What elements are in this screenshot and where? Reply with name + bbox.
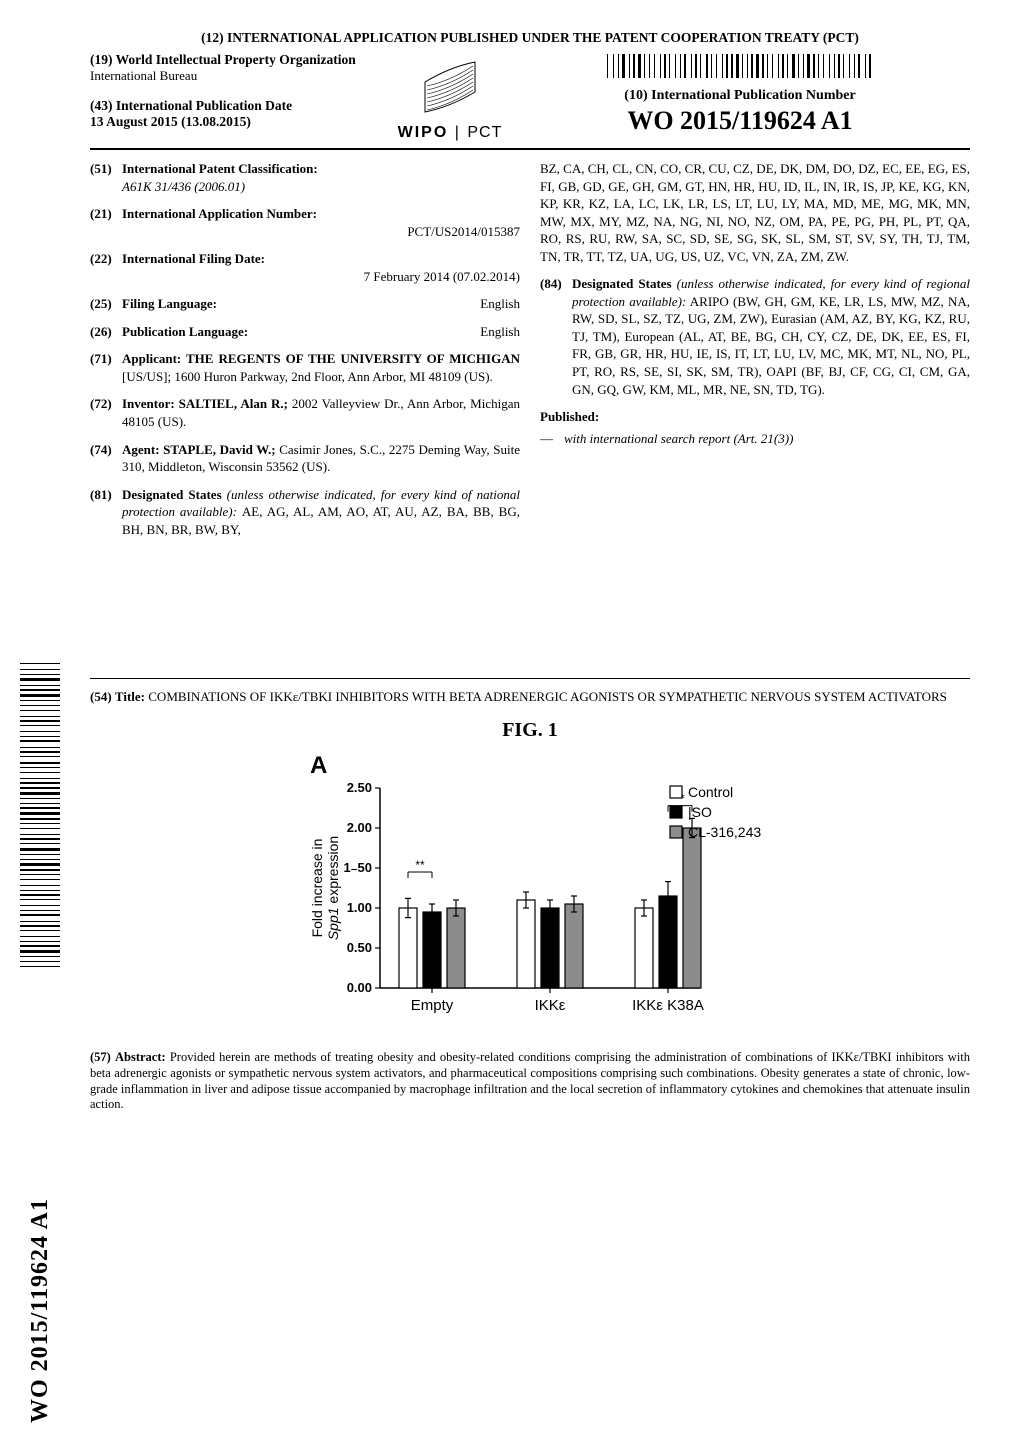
pubnum-value: WO 2015/119624 A1 xyxy=(510,106,970,136)
svg-text:2.50: 2.50 xyxy=(347,780,372,795)
org-name: World Intellectual Property Organization xyxy=(116,52,356,67)
field-content: Agent: STAPLE, David W.; Casimir Jones, … xyxy=(122,441,520,476)
bureau: International Bureau xyxy=(90,68,390,84)
field-content: International Patent Classification:A61K… xyxy=(122,160,520,195)
pubdate-value: 13 August 2015 (13.08.2015) xyxy=(90,114,390,130)
spine: WO 2015/119624 A1 xyxy=(10,663,70,1423)
svg-text:0.00: 0.00 xyxy=(347,980,372,995)
header-row: (19) World Intellectual Property Organiz… xyxy=(90,52,970,150)
abstract-block: (57) Abstract: Provided herein are metho… xyxy=(90,1050,970,1113)
title-text: COMBINATIONS OF IKKε/TBKI INHIBITORS WIT… xyxy=(148,689,947,704)
biblio-item: (74)Agent: STAPLE, David W.; Casimir Jon… xyxy=(90,441,520,476)
biblio-item: (51)International Patent Classification:… xyxy=(90,160,520,195)
title-block: (54) Title: COMBINATIONS OF IKKε/TBKI IN… xyxy=(90,689,970,705)
field-num: (25) xyxy=(90,295,122,313)
field-57-num: (57) xyxy=(90,1050,111,1064)
figure-area: FIG. 1 A 0.000.501.001₋502.002.50Fold in… xyxy=(90,719,970,1040)
published-item: —with international search report (Art. … xyxy=(540,430,970,448)
svg-text:**: ** xyxy=(415,858,425,872)
field-content: International Filing Date:7 February 201… xyxy=(122,250,520,285)
pubdate-label: International Publication Date xyxy=(116,98,292,113)
svg-text:1.00: 1.00 xyxy=(347,900,372,915)
field-content: Applicant: THE REGENTS OF THE UNIVERSITY… xyxy=(122,350,520,385)
field-num: (74) xyxy=(90,441,122,476)
svg-text:IKKε: IKKε xyxy=(535,997,566,1014)
field-84-label: Designated States xyxy=(572,276,672,291)
figure-caption: FIG. 1 xyxy=(90,719,970,742)
header-right: (10) International Publication Number WO… xyxy=(510,52,970,136)
svg-text:1₋50: 1₋50 xyxy=(343,860,372,875)
field-84-body: ARIPO (BW, GH, GM, KE, LR, LS, MW, MZ, N… xyxy=(572,294,970,397)
pct-word: PCT xyxy=(467,124,502,141)
field-content: Inventor: SALTIEL, Alan R.; 2002 Valleyv… xyxy=(122,395,520,430)
published-list: —with international search report (Art. … xyxy=(540,430,970,448)
svg-text:Control: Control xyxy=(688,784,733,800)
biblio-item: (22)International Filing Date:7 February… xyxy=(90,250,520,285)
biblio-item: (26)Publication Language:English xyxy=(90,323,520,341)
chart-wrap: 0.00 0.50 1.00 1₋50 2.00 2.50 Fold increase in… xyxy=(270,776,790,1036)
field-content: Filing Language:English xyxy=(122,295,520,313)
field-num: (71) xyxy=(90,350,122,385)
field-84: (84) Designated States (unless otherwise… xyxy=(540,275,970,398)
biblio-left-col: (51)International Patent Classification:… xyxy=(90,160,520,548)
title-label: Title: xyxy=(115,689,145,704)
pubnum-label: International Publication Number xyxy=(651,88,856,103)
wipo-pct-text: WIPO | PCT xyxy=(398,124,503,142)
field-54-num: (54) xyxy=(90,689,112,704)
svg-text:|SO: |SO xyxy=(688,804,712,820)
field-content: Publication Language:English xyxy=(122,323,520,341)
biblio-item: (25)Filing Language:English xyxy=(90,295,520,313)
abstract-label: Abstract: xyxy=(115,1050,166,1064)
field-content: International Application Number:PCT/US2… xyxy=(122,205,520,240)
wipo-logo-icon xyxy=(415,52,485,122)
biblio-item: (21)International Application Number:PCT… xyxy=(90,205,520,240)
svg-text:2.00: 2.00 xyxy=(347,820,372,835)
svg-text:Spp1 expression: Spp1 expression xyxy=(325,836,341,940)
published-heading: Published: xyxy=(540,408,970,426)
field-num: (51) xyxy=(90,160,122,195)
biblio-item: (81)Designated States (unless otherwise … xyxy=(90,486,520,539)
field-content: Designated States (unless otherwise indi… xyxy=(122,486,520,539)
biblio-right-col: BZ, CA, CH, CL, CN, CO, CR, CU, CZ, DE, … xyxy=(540,160,970,548)
field-num: (81) xyxy=(90,486,122,539)
field-num: (21) xyxy=(90,205,122,240)
field-81-continuation: BZ, CA, CH, CL, CN, CO, CR, CU, CZ, DE, … xyxy=(540,160,970,265)
svg-text:Fold increase in: Fold increase in xyxy=(309,839,325,938)
biblio-item: (71)Applicant: THE REGENTS OF THE UNIVER… xyxy=(90,350,520,385)
spine-barcode xyxy=(20,663,60,1188)
field-19-num: (19) xyxy=(90,52,113,67)
header-center: WIPO | PCT xyxy=(390,52,510,142)
svg-text:CL-316,243: CL-316,243 xyxy=(688,824,761,840)
field-43-num: (43) xyxy=(90,98,113,113)
svg-text:IKKε K38A: IKKε K38A xyxy=(632,997,704,1014)
header-left: (19) World Intellectual Property Organiz… xyxy=(90,52,390,130)
biblio-item: (72)Inventor: SALTIEL, Alan R.; 2002 Val… xyxy=(90,395,520,430)
field-num: (22) xyxy=(90,250,122,285)
bar-chart: 0.00 0.50 1.00 1₋50 2.00 2.50 Fold increase in… xyxy=(270,776,790,1036)
field-84-num: (84) xyxy=(540,275,572,398)
treaty-header: (12) INTERNATIONAL APPLICATION PUBLISHED… xyxy=(90,30,970,46)
field-num: (26) xyxy=(90,323,122,341)
abstract-text: Provided herein are methods of treating … xyxy=(90,1050,970,1111)
svg-text:Empty: Empty xyxy=(411,997,454,1014)
wipo-word: WIPO xyxy=(398,124,449,141)
biblio-columns: (51)International Patent Classification:… xyxy=(90,160,970,548)
top-barcode xyxy=(510,52,970,78)
spine-pub-code: WO 2015/119624 A1 xyxy=(27,1198,54,1423)
published-section: Published: —with international search re… xyxy=(540,408,970,447)
field-num: (72) xyxy=(90,395,122,430)
divider xyxy=(90,678,970,679)
field-10-num: (10) xyxy=(624,88,647,103)
svg-text:0.50: 0.50 xyxy=(347,940,372,955)
